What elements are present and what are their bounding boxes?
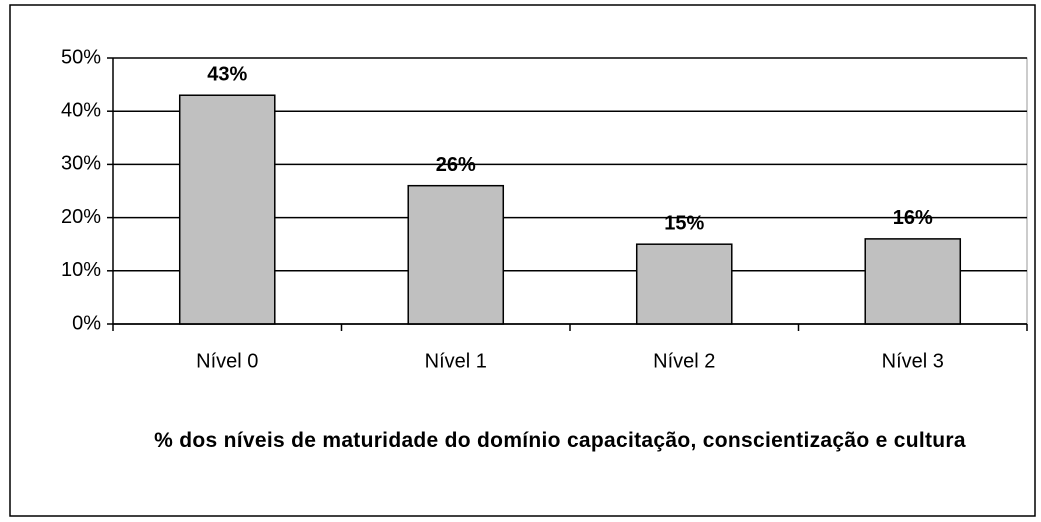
y-tick-label: 30% [61,153,101,175]
bar [635,243,733,325]
y-tick-label: 20% [61,206,101,228]
x-tick-label: Nível 1 [425,350,487,372]
x-tick-label: Nível 0 [196,350,258,372]
y-tick-label: 0% [72,312,101,334]
data-label: 26% [436,154,476,176]
data-label: 15% [664,212,704,234]
y-tick-label: 50% [61,46,101,68]
data-label: 16% [893,207,933,229]
data-label: 43% [207,64,247,86]
y-tick-label: 10% [61,259,101,281]
bar [407,184,505,325]
chart-title: % dos níveis de maturidade do domínio ca… [154,429,966,452]
bar [178,94,276,325]
y-tick-label: 40% [61,99,101,121]
bar [864,238,962,325]
x-tick-label: Nível 2 [653,350,715,372]
x-tick-label: Nível 3 [882,350,944,372]
